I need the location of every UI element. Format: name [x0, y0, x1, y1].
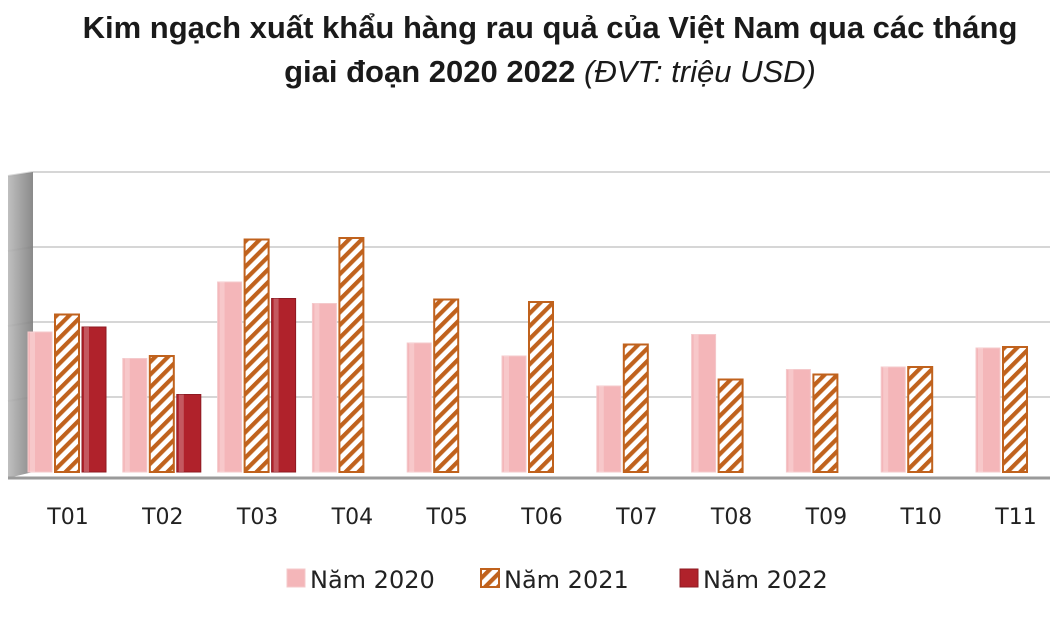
bar-t09-năm-2021 — [812, 373, 839, 473]
bar-highlight — [693, 334, 699, 472]
x-tick-label: T05 — [425, 505, 467, 530]
bar-t04-năm-2020 — [311, 303, 337, 473]
legend: Năm 2020 Năm 2021 Năm 2022 — [286, 566, 828, 594]
x-axis: T01 T02 T03 T04 T05 T06 T07 T08 T09 T10 T11 — [46, 505, 1036, 530]
chart-title: Kim ngạch xuất khẩu hàng rau quả của Việ… — [0, 6, 1050, 94]
x-tick-label: T03 — [236, 505, 278, 530]
x-tick-label: T08 — [710, 505, 752, 530]
bar-t05-năm-2020 — [406, 342, 432, 473]
legend-swatch-năm-2021 — [480, 568, 500, 588]
x-tick-label: T02 — [141, 505, 183, 530]
legend-label: Năm 2022 — [703, 566, 828, 594]
bar-t11-năm-2021 — [1002, 346, 1028, 473]
chart-title-line-2: giai đoạn 2020 2022 (ĐVT: triệu USD) — [0, 50, 1050, 94]
bar-t02-năm-2021 — [148, 355, 175, 473]
bar-t08-năm-2021 — [717, 378, 744, 473]
bar-highlight — [30, 332, 35, 472]
chart-title-line-1: Kim ngạch xuất khẩu hàng rau quả của Việ… — [82, 10, 1018, 45]
bar-t01-năm-2021 — [54, 313, 80, 473]
bar-t10-năm-2020 — [880, 366, 906, 473]
legend-label: Năm 2020 — [310, 566, 435, 594]
x-tick-label: T06 — [520, 505, 562, 530]
bar-t03-năm-2020 — [217, 281, 243, 473]
legend-label: Năm 2021 — [504, 566, 629, 594]
bar-highlight — [883, 367, 889, 472]
bar-t03-năm-2022 — [271, 298, 297, 473]
x-tick-label: T01 — [46, 505, 88, 530]
bar-highlight — [219, 282, 225, 472]
legend-swatch-năm-2020 — [286, 568, 306, 588]
bar-t07-năm-2021 — [622, 343, 649, 473]
bar-t06-năm-2020 — [501, 355, 527, 473]
bar-highlight — [409, 343, 415, 472]
bar-t09-năm-2020 — [785, 369, 811, 473]
bar-t06-năm-2021 — [528, 301, 554, 473]
bar-highlight — [598, 386, 604, 472]
bar-t01-năm-2022 — [81, 326, 107, 473]
bar-t08-năm-2020 — [691, 334, 717, 473]
bar-highlight — [504, 356, 509, 472]
axis-wall — [8, 172, 33, 478]
x-tick-label: T09 — [805, 505, 847, 530]
bar-t01-năm-2020 — [27, 331, 53, 473]
chart-title-unit: (ĐVT: triệu USD) — [583, 54, 816, 89]
bar-highlight — [788, 369, 794, 472]
bar-t10-năm-2021 — [907, 366, 934, 473]
legend-swatch-năm-2022 — [679, 568, 699, 588]
bar-t04-năm-2021 — [338, 237, 365, 473]
bar-highlight — [273, 298, 279, 472]
bar-highlight — [124, 358, 130, 472]
x-tick-label: T11 — [994, 505, 1036, 530]
bar-highlight — [978, 348, 983, 472]
bar-t11-năm-2020 — [975, 347, 1001, 473]
bars-layer — [27, 237, 1028, 473]
bar-t03-năm-2021 — [243, 238, 270, 473]
x-tick-label: T07 — [615, 505, 657, 530]
x-tick-label: T10 — [899, 505, 941, 530]
bar-t05-năm-2021 — [433, 298, 460, 473]
bar-highlight — [84, 327, 89, 472]
x-tick-label: T04 — [331, 505, 373, 530]
bar-t02-năm-2020 — [122, 358, 148, 473]
bar-t02-năm-2022 — [176, 394, 202, 473]
bar-highlight — [178, 394, 184, 472]
bar-t07-năm-2020 — [596, 385, 622, 473]
chart-title-period: giai đoạn 2020 2022 — [284, 54, 576, 89]
bar-highlight — [314, 303, 320, 472]
